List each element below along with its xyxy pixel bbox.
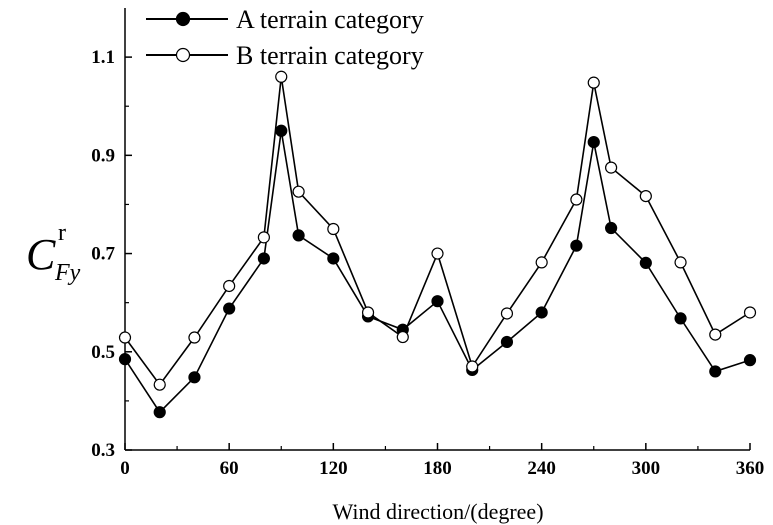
legend-marker [175,47,191,63]
legend-item: A terrain category [146,5,424,34]
data-point [118,331,132,344]
data-point [466,360,479,373]
series-line [124,130,751,414]
legend: A terrain category B terrain category [146,5,424,70]
series-line [124,76,751,387]
legend-marker [175,11,191,27]
y-tick-label: 0.9 [91,145,115,166]
y-axis-title: C r Fy [26,220,81,286]
legend-label: A terrain category [236,5,424,34]
x-axis-title: Wind direction/(degree) [332,499,543,524]
data-point [188,331,201,344]
data-point [431,295,444,308]
y-axis-title-superscript: r [58,220,66,246]
data-point [587,135,600,149]
x-tick-label: 0 [120,458,130,479]
y-axis-title-subscript: Fy [54,260,81,286]
data-point [431,247,444,260]
data-point [275,124,288,137]
data-point [153,378,166,391]
y-axis-title-main: C [26,230,56,279]
x-tick-label: 120 [319,458,348,479]
data-point [396,330,409,344]
legend-item: B terrain category [146,41,424,70]
data-point [153,406,166,419]
data-point [639,189,652,203]
data-point [535,256,548,269]
x-tick-label: 300 [632,458,661,479]
data-point [605,161,618,174]
data-point [674,312,687,325]
data-point [257,252,270,265]
data-point [570,193,583,206]
data-point [605,221,618,235]
x-tick-label: 60 [220,458,239,479]
x-tick-label: 240 [527,458,556,479]
data-point [743,306,757,319]
y-tick-label: 0.7 [91,244,115,265]
axes [124,8,750,451]
data-point [361,306,375,319]
x-tick-label: 180 [423,458,452,479]
data-point [327,222,340,236]
data-point [709,328,722,341]
data-point [223,279,236,293]
data-point [118,353,132,366]
data-point [292,185,305,198]
data-point [709,365,722,378]
data-point [327,252,340,265]
legend-label: B terrain category [236,41,424,70]
tick-marks [124,56,751,451]
data-point [570,239,583,252]
y-tick-label: 0.3 [91,440,115,461]
series-layer [118,70,757,419]
series-a [118,124,757,419]
tick-labels: 0 60 120 180 240 300 360 0.3 0.5 0.7 0.9 1.1 [91,47,764,479]
data-point [639,256,652,269]
data-point [223,302,236,315]
data-point [275,70,288,83]
data-point [587,76,600,89]
data-point [743,354,757,367]
data-point [674,256,687,269]
data-point [188,371,201,384]
series-b [118,70,757,391]
data-point [535,306,548,319]
y-tick-label: 1.1 [91,47,115,68]
data-point [500,307,514,320]
y-tick-label: 0.5 [91,342,115,363]
data-point [500,335,514,349]
x-tick-label: 360 [736,458,765,479]
data-point [257,231,270,244]
data-point [292,229,305,242]
